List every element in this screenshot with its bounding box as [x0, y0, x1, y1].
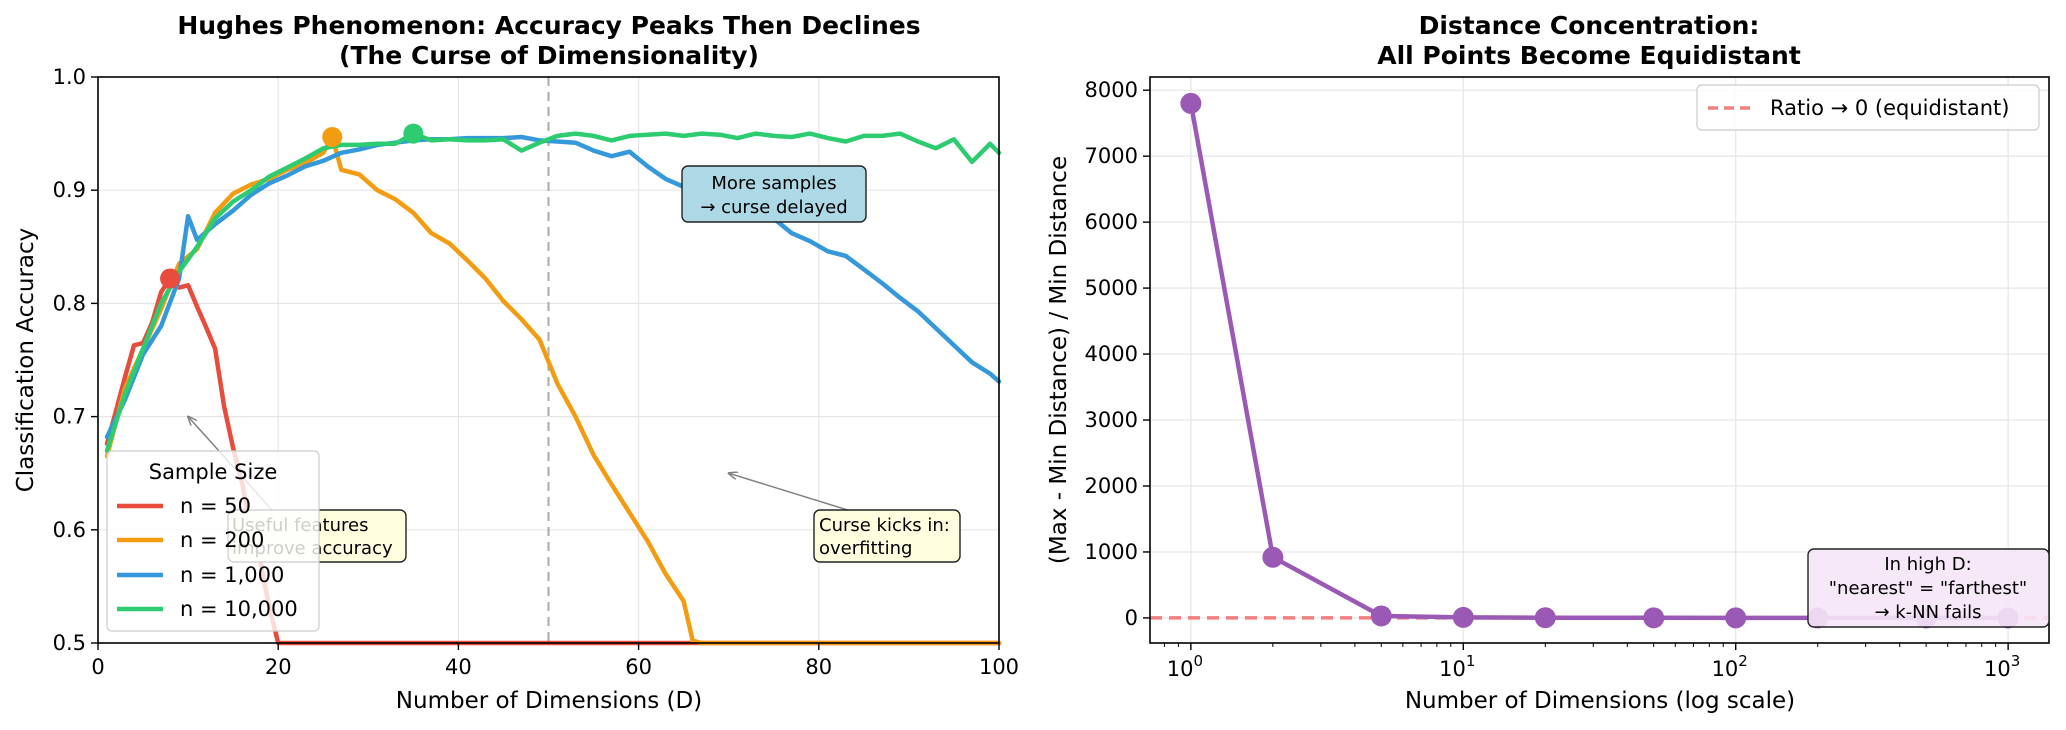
legend-label-n10000: n = 10,000 — [180, 597, 298, 621]
right-x-tick-label: 101 — [1439, 652, 1475, 681]
peak-marker-0 — [160, 268, 181, 289]
right-x-tick-exponent: 3 — [2011, 652, 2021, 670]
distance-ratio-point — [1180, 92, 1202, 114]
right-y-tick-label: 7000 — [1085, 144, 1138, 168]
right-x-tick-label: 102 — [1712, 652, 1748, 681]
distance-ratio-point — [1643, 607, 1665, 629]
right-legend-box — [1696, 84, 2040, 131]
more-samples-line1: More samples — [711, 173, 836, 194]
left-x-tick-label: 0 — [91, 655, 104, 679]
distance-ratio-point — [1534, 607, 1556, 629]
series-line-3 — [104, 131, 1002, 453]
right-title-line1: Distance Concentration: — [1419, 11, 1760, 40]
right-legend-label: Ratio → 0 (equidistant) — [1770, 96, 2009, 120]
annotation-curse: Curse kicks in: overfitting — [813, 509, 961, 563]
curse-line2: overfitting — [819, 538, 912, 559]
left-plot-frame — [97, 76, 1000, 644]
k-nn-line2: "nearest" = "farthest" — [1829, 578, 2027, 599]
legend-label-n50: n = 50 — [180, 494, 251, 518]
curse-line1: Curse kicks in: — [819, 515, 950, 536]
distance-ratio-point — [1370, 605, 1392, 627]
left-y-axis-label: Classification Accuracy — [13, 228, 39, 493]
left-y-tick-label: 0.8 — [53, 291, 86, 315]
right-y-tick-label: 2000 — [1085, 474, 1138, 498]
distance-panel: Distance Concentration: All Points Becom… — [1046, 11, 2050, 714]
left-y-tick-label: 1.0 — [53, 65, 86, 89]
peak-marker-3 — [403, 123, 424, 144]
k-nn-box — [1807, 548, 2050, 628]
legend-label-n200: n = 200 — [180, 528, 264, 552]
right-x-tick-exponent: 1 — [1466, 652, 1476, 670]
right-x-tick-label: 103 — [1984, 652, 2020, 681]
distance-ratio-line — [1188, 102, 2009, 621]
k-nn-line3: → k-NN fails — [1874, 602, 1981, 623]
annotation-k-nn-fails: In high D: "nearest" = "farthest" → k-NN… — [1807, 548, 2050, 628]
distance-ratio-point — [1262, 546, 1284, 568]
right-x-axis-label: Number of Dimensions (log scale) — [1405, 688, 1795, 714]
distance-ratio-point — [1452, 606, 1474, 628]
left-peak-markers — [160, 123, 424, 289]
distance-ratio-point — [1725, 607, 1747, 629]
right-y-tick-label: 0 — [1125, 606, 1138, 630]
right-y-tick-label: 4000 — [1085, 342, 1138, 366]
right-y-axis-label: (Max - Min Distance) / Min Distance — [1046, 156, 1072, 564]
left-x-axis-label: Number of Dimensions (D) — [396, 688, 702, 714]
left-x-tick-label: 80 — [805, 655, 832, 679]
more-samples-line2: → curse delayed — [700, 197, 847, 218]
legend-box — [106, 450, 320, 632]
left-y-tick-label: 0.6 — [53, 518, 86, 542]
right-x-tick-exponent: 0 — [1193, 652, 1203, 670]
left-title-line1: Hughes Phenomenon: Accuracy Peaks Then D… — [177, 11, 920, 40]
curse-box — [813, 509, 961, 563]
right-y-tick-label: 1000 — [1085, 540, 1138, 564]
left-y-tick-label: 0.9 — [53, 178, 86, 202]
left-tick-labels: 0 20 40 60 80 100 0.5 0.6 0.7 0.8 0.9 1.0 — [53, 65, 1019, 679]
right-tick-labels: 100 101 102 1030100020003000400050006000700… — [1085, 78, 2021, 681]
left-y-tick-label: 0.7 — [53, 405, 86, 429]
right-x-tick-label: 100 — [1167, 652, 1203, 681]
legend-title: Sample Size — [149, 460, 278, 484]
left-x-tick-label: 20 — [265, 655, 292, 679]
series-line-1 — [104, 134, 1002, 646]
left-y-tick-label: 0.5 — [53, 631, 86, 655]
left-legend: Sample Size n = 50 n = 200 n = 1,000 n =… — [106, 450, 320, 632]
left-x-tick-label: 100 — [979, 655, 1019, 679]
left-x-tick-label: 40 — [445, 655, 472, 679]
right-legend: Ratio → 0 (equidistant) — [1696, 84, 2040, 131]
more-samples-box — [681, 165, 867, 223]
legend-label-n1000: n = 1,000 — [180, 563, 284, 587]
left-x-tick-label: 60 — [625, 655, 652, 679]
right-series-points — [1180, 92, 2019, 629]
left-title-line2: (The Curse of Dimensionality) — [339, 41, 759, 70]
right-title-line2: All Points Become Equidistant — [1377, 41, 1801, 70]
right-series-line — [1188, 102, 2009, 621]
accuracy-panel: Hughes Phenomenon: Accuracy Peaks Then D… — [13, 11, 1019, 714]
right-y-tick-label: 5000 — [1085, 276, 1138, 300]
right-x-tick-exponent: 2 — [1738, 652, 1748, 670]
annotation-more-samples: More samples → curse delayed — [681, 165, 867, 223]
peak-marker-1 — [322, 126, 343, 147]
right-y-tick-label: 6000 — [1085, 210, 1138, 234]
k-nn-line1: In high D: — [1884, 554, 1971, 575]
right-plot-frame — [1149, 76, 2050, 644]
right-y-tick-label: 8000 — [1085, 78, 1138, 102]
right-y-tick-label: 3000 — [1085, 408, 1138, 432]
